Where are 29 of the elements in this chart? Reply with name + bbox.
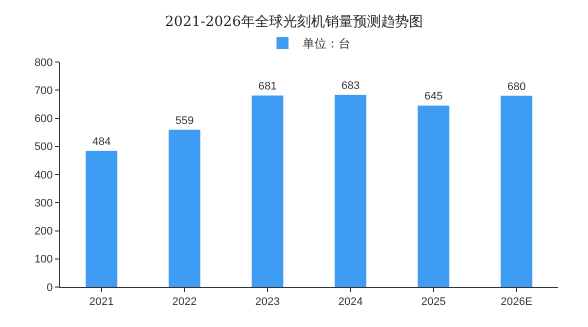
data-label: 683 <box>341 80 360 92</box>
y-tick-label: 800 <box>34 56 53 69</box>
y-tick-label: 0 <box>46 282 53 294</box>
bar <box>168 130 200 287</box>
data-label: 484 <box>92 136 111 148</box>
x-tick-label: 2025 <box>421 296 446 308</box>
x-tick-label: 2024 <box>338 296 363 308</box>
y-tick-label: 600 <box>34 113 53 126</box>
x-tick-label: 2021 <box>89 296 114 308</box>
bar <box>334 94 366 287</box>
y-tick-label: 700 <box>34 84 53 97</box>
x-tick-label: 2023 <box>255 296 280 308</box>
y-tick-label: 400 <box>34 169 53 182</box>
bar <box>86 150 118 287</box>
y-tick-label: 100 <box>34 254 53 266</box>
data-label: 645 <box>424 90 443 103</box>
bar <box>252 95 284 287</box>
x-tick-label: 2022 <box>172 296 197 308</box>
legend-label: 单位：台 <box>302 36 350 51</box>
y-tick-label: 300 <box>34 197 53 210</box>
bar <box>500 96 532 287</box>
data-label: 559 <box>175 114 194 127</box>
y-tick-label: 500 <box>34 141 53 154</box>
bar <box>418 106 450 287</box>
y-tick-label: 200 <box>34 226 53 238</box>
data-label: 680 <box>507 80 526 93</box>
x-tick-label: 2026E <box>500 296 532 308</box>
data-label: 681 <box>258 80 277 92</box>
chart-title: 2021-2026年全球光刻机销量预测趋势图 <box>165 14 423 30</box>
